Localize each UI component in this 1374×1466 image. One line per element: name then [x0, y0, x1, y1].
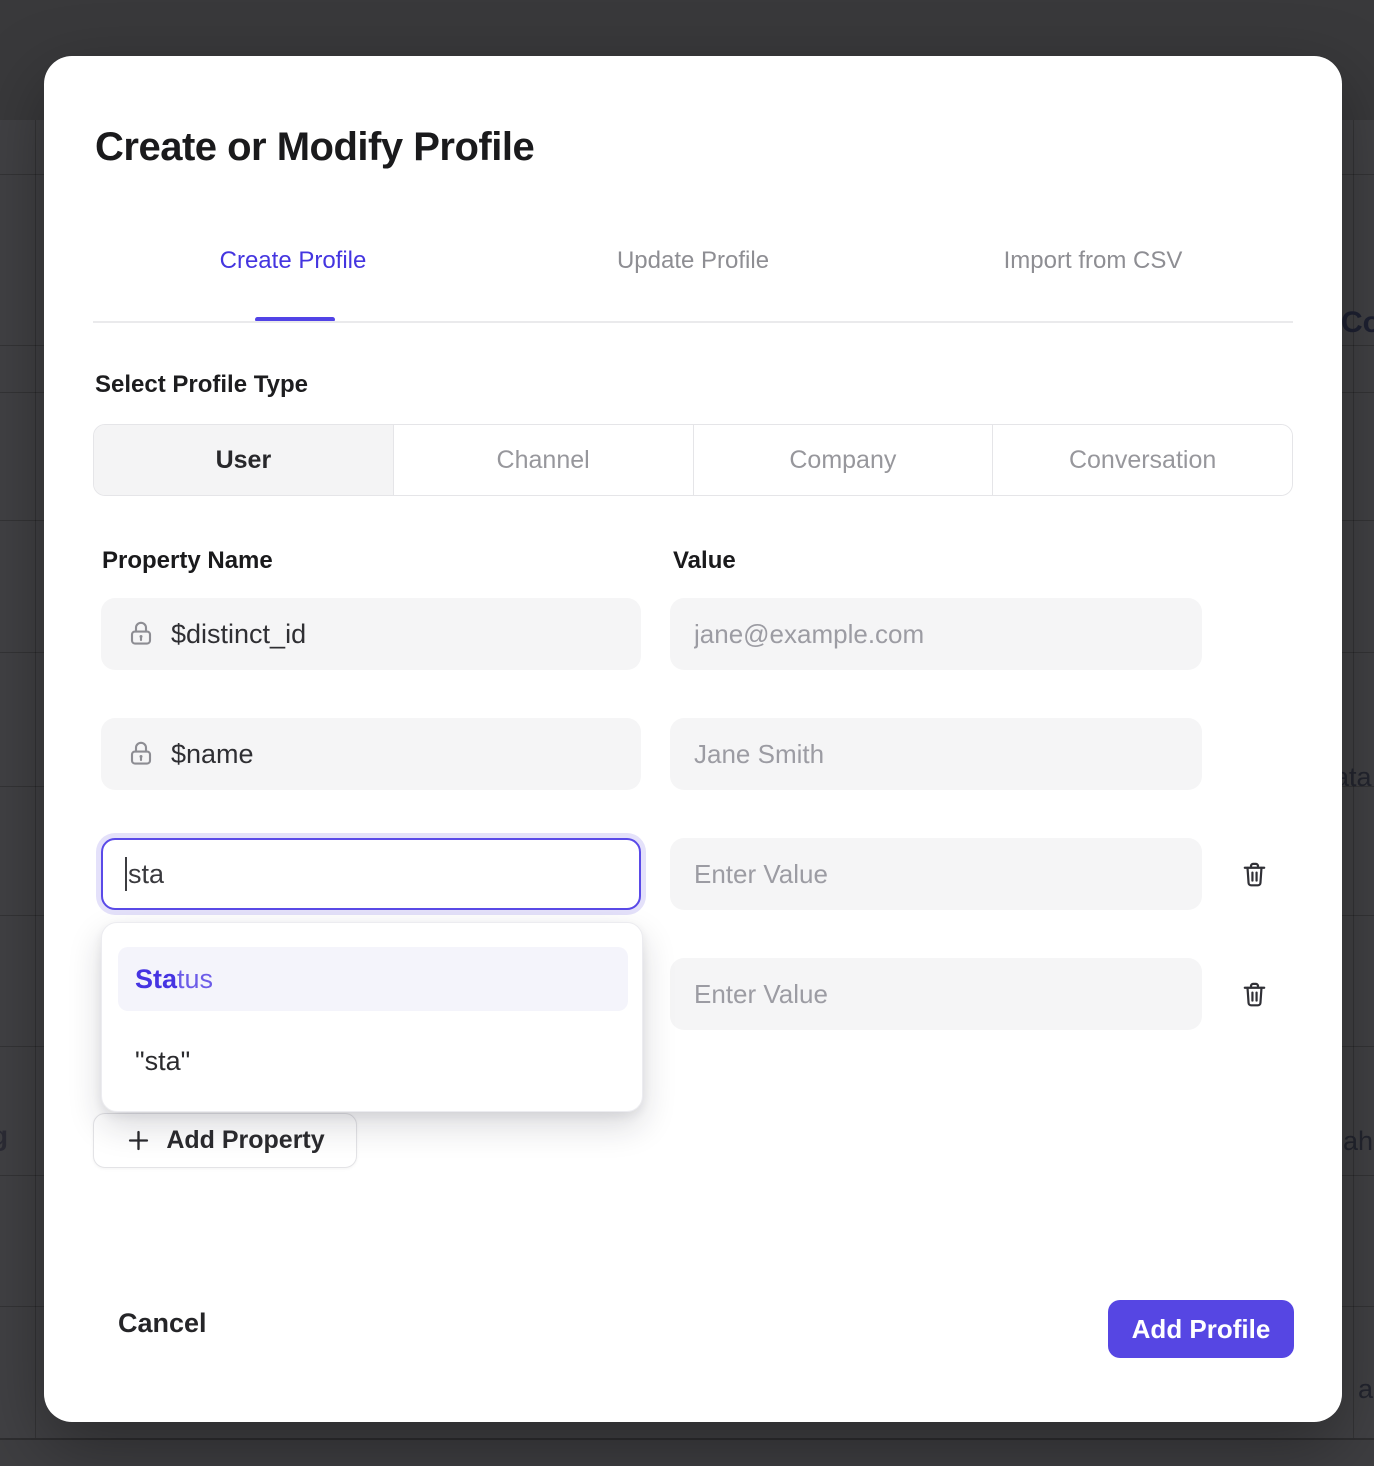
tabs-divider — [93, 321, 1293, 323]
lock-icon — [130, 621, 152, 645]
add-property-label: Add Property — [166, 1126, 325, 1154]
tab-import-from-csv[interactable]: Import from CSV — [1003, 247, 1183, 274]
create-or-modify-profile-dialog: Create or Modify Profile Create Profile … — [44, 56, 1342, 1422]
property-autocomplete-dropdown: Sta tus "sta" — [101, 922, 643, 1112]
background-clipped-text: Col — [1341, 306, 1374, 339]
text-cursor — [125, 857, 127, 891]
value-input-row4[interactable] — [670, 958, 1202, 1030]
property-name-text: $name — [171, 738, 254, 769]
property-name-text: $distinct_id — [171, 618, 307, 649]
add-property-button[interactable]: Add Property — [93, 1113, 357, 1168]
background-column-line — [35, 120, 36, 1438]
profile-type-company[interactable]: Company — [693, 425, 994, 495]
background-clipped-text: g — [0, 1120, 8, 1152]
cancel-button[interactable]: Cancel — [118, 1308, 207, 1338]
dialog-title: Create or Modify Profile — [95, 125, 535, 169]
background-clipped-text: a — [1358, 1374, 1374, 1404]
profile-type-user[interactable]: User — [94, 425, 394, 495]
property-name-header: Property Name — [102, 547, 273, 574]
lock-icon — [130, 741, 152, 765]
add-profile-button[interactable]: Add Profile — [1108, 1300, 1294, 1358]
background-clipped-text: lah — [1337, 1126, 1374, 1156]
value-header: Value — [673, 547, 736, 574]
trash-icon — [1243, 862, 1265, 886]
active-tab-indicator — [255, 317, 335, 322]
select-profile-type-label: Select Profile Type — [95, 371, 308, 398]
autocomplete-literal-text: "sta" — [135, 1045, 191, 1076]
autocomplete-rest-text: tus — [177, 963, 214, 994]
property-row: $distinct_id — [44, 598, 1342, 670]
value-input-name[interactable] — [670, 718, 1202, 790]
plus-icon — [129, 1130, 149, 1151]
value-input-distinct-id[interactable] — [670, 598, 1202, 670]
property-name-distinct-id: $distinct_id — [101, 598, 641, 670]
background-footer-band — [0, 1438, 1374, 1466]
property-row: $name — [44, 718, 1342, 790]
delete-row-button[interactable] — [1236, 856, 1272, 892]
typed-query: sta — [128, 858, 165, 889]
property-name-input-focused[interactable]: sta — [101, 838, 641, 910]
value-input-row3[interactable] — [670, 838, 1202, 910]
background-column-line — [1353, 120, 1354, 1438]
autocomplete-option-status[interactable]: Sta tus — [118, 947, 628, 1011]
delete-row-button[interactable] — [1236, 976, 1272, 1012]
property-row: sta — [44, 838, 1342, 910]
autocomplete-match-text: Sta — [135, 963, 178, 994]
profile-type-conversation[interactable]: Conversation — [993, 425, 1292, 495]
profile-type-selector: User Channel Company Conversation — [93, 424, 1293, 496]
autocomplete-option-literal[interactable]: "sta" — [118, 1031, 628, 1091]
dialog-tabs: Create Profile Update Profile Import fro… — [93, 241, 1293, 281]
property-name-name: $name — [101, 718, 641, 790]
tab-update-profile[interactable]: Update Profile — [616, 247, 770, 274]
profile-type-channel[interactable]: Channel — [393, 425, 694, 495]
tab-create-profile[interactable]: Create Profile — [219, 247, 367, 274]
trash-icon — [1243, 982, 1265, 1006]
